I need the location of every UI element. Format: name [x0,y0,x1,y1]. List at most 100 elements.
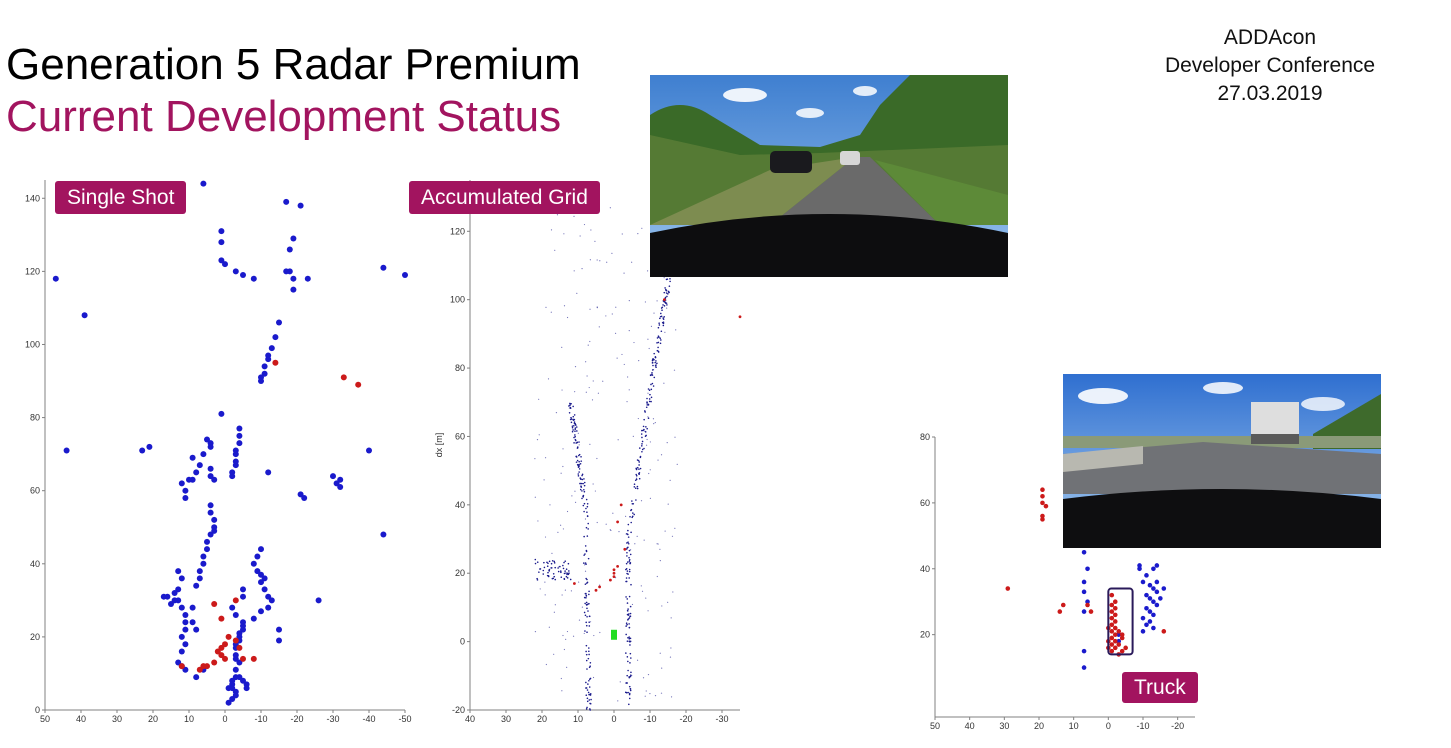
y-tick-label: 80 [920,432,930,442]
grid-cell [616,357,618,359]
series-0 [52,180,408,706]
grid-cell [621,233,623,235]
data-point [200,553,207,560]
grid-cell [646,402,648,404]
grid-cell [586,700,589,703]
grid-cell [641,590,644,592]
grid-cell [581,474,583,477]
data-point [254,553,261,560]
grid-cell [628,613,630,615]
grid-cell [645,597,647,599]
grid-cell [653,352,656,355]
data-point [218,615,225,622]
data-point [355,381,362,388]
data-point [265,356,272,363]
data-point [616,520,619,524]
grid-cell [586,511,588,513]
grid-cell [634,543,636,545]
grid-cell [585,650,587,653]
data-point [207,473,214,480]
x-tick-label: -20 [1171,721,1184,731]
grid-cell [650,400,652,403]
grid-cell [647,392,649,394]
grid-cell [586,706,588,709]
grid-cell [566,630,569,633]
grid-cell [571,495,573,497]
grid-cell [583,611,586,614]
grid-cell [561,594,563,596]
grid-cell [562,564,564,567]
grid-cell [585,577,587,580]
grid-cell [636,487,639,490]
data-point [286,246,293,253]
grid-cell [605,315,607,317]
data-point [1040,493,1045,499]
grid-cell [596,521,598,524]
data-point [178,633,185,640]
y-tick-label: 140 [25,193,40,203]
data-point [1147,619,1153,624]
grid-cell [629,640,632,643]
grid-cell [626,542,628,544]
grid-cell [610,529,612,532]
data-point [1144,605,1149,611]
grid-cell [628,676,631,679]
ego-vehicle-marker [611,629,617,640]
data-point [290,275,297,282]
data-point [337,484,344,491]
data-point [232,611,239,618]
x-tick-label: 30 [112,714,122,724]
grid-cell [656,543,658,545]
grid-cell [554,604,556,606]
data-point [1140,579,1146,585]
grid-cell [568,412,571,414]
x-tick-label: 40 [465,714,475,724]
grid-cell [645,426,647,428]
grid-cell [654,356,657,359]
grid-cell [638,360,640,362]
grid-cell [669,280,671,283]
grid-cell [584,518,587,520]
data-point [1112,599,1118,605]
grid-cell [577,432,579,434]
grid-cell [630,583,632,586]
data-point [330,473,336,480]
grid-cell [576,441,578,444]
data-point [211,516,218,523]
data-point [229,473,236,480]
grid-cell [581,606,584,608]
data-point [250,655,257,662]
grid-cell [565,638,567,640]
data-point [265,593,272,600]
data-point [1112,612,1118,618]
grid-cell [628,636,630,638]
data-point [204,436,210,443]
grid-cell [534,562,537,565]
grid-cell [557,531,559,533]
grid-cell [656,300,658,302]
data-point [182,619,189,626]
grid-cell [649,441,651,443]
data-point [1040,517,1045,522]
data-point [1112,645,1118,651]
grid-cell [576,463,579,466]
grid-cell [651,373,653,376]
grid-cell [628,640,631,642]
grid-cell [574,490,576,492]
grid-cell [668,291,670,294]
data-point [1088,609,1094,614]
data-point [146,443,153,450]
grid-cell [560,524,562,526]
data-point [178,663,185,670]
data-point [340,374,347,381]
data-point [236,440,243,447]
grid-cell [585,644,588,647]
grid-cell [669,277,671,280]
grid-cell [555,412,558,414]
grid-cell [545,306,547,309]
grid-cell [544,536,547,538]
grid-cell [566,316,569,319]
grid-cell [547,575,550,578]
grid-cell [583,502,586,505]
grid-cell [583,510,585,513]
